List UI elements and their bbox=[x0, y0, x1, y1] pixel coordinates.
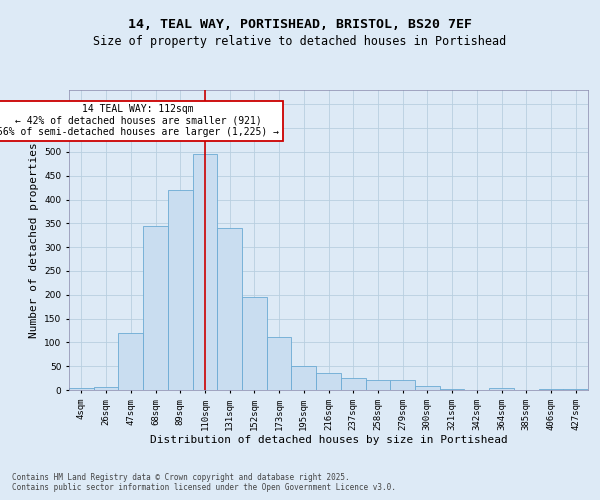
Bar bbox=[539, 389, 563, 390]
Bar bbox=[118, 333, 143, 390]
Bar bbox=[94, 386, 118, 390]
Text: 14, TEAL WAY, PORTISHEAD, BRISTOL, BS20 7EF: 14, TEAL WAY, PORTISHEAD, BRISTOL, BS20 … bbox=[128, 18, 472, 30]
Bar bbox=[242, 297, 267, 390]
Text: Size of property relative to detached houses in Portishead: Size of property relative to detached ho… bbox=[94, 35, 506, 48]
Bar bbox=[390, 380, 415, 390]
X-axis label: Distribution of detached houses by size in Portishead: Distribution of detached houses by size … bbox=[149, 436, 508, 446]
Bar bbox=[69, 388, 94, 390]
Y-axis label: Number of detached properties: Number of detached properties bbox=[29, 142, 38, 338]
Bar bbox=[341, 378, 365, 390]
Bar bbox=[365, 380, 390, 390]
Bar bbox=[143, 226, 168, 390]
Bar bbox=[563, 388, 588, 390]
Bar bbox=[168, 190, 193, 390]
Bar bbox=[267, 336, 292, 390]
Bar bbox=[316, 373, 341, 390]
Bar bbox=[440, 389, 464, 390]
Bar bbox=[193, 154, 217, 390]
Bar bbox=[415, 386, 440, 390]
Bar bbox=[292, 366, 316, 390]
Text: 14 TEAL WAY: 112sqm
← 42% of detached houses are smaller (921)
56% of semi-detac: 14 TEAL WAY: 112sqm ← 42% of detached ho… bbox=[0, 104, 279, 138]
Text: Contains HM Land Registry data © Crown copyright and database right 2025.
Contai: Contains HM Land Registry data © Crown c… bbox=[12, 472, 396, 492]
Bar bbox=[217, 228, 242, 390]
Bar bbox=[489, 388, 514, 390]
